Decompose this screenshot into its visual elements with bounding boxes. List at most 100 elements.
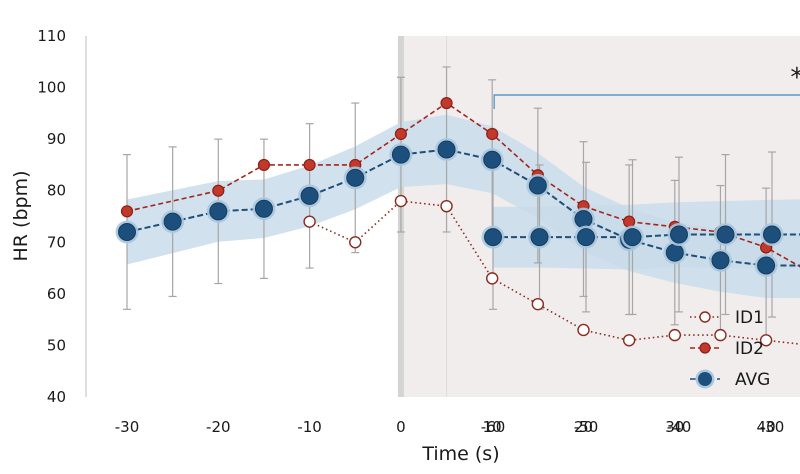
x-tick-label-right: -30 [760,418,785,436]
id1-point-8 [486,272,499,285]
legend-marker [699,342,711,354]
id2-point-8 [486,127,499,141]
avg-point-left-0 [115,220,139,244]
avg-point-left-7 [435,137,459,161]
avg-point-core [711,251,730,270]
id2-point-2 [212,184,225,197]
id1-point-5 [349,236,362,249]
avg-point-core [163,212,182,231]
avg-point-core [577,228,595,247]
x-tick-label-left: 10 [483,418,502,436]
avg-point-right-1 [528,225,551,249]
id2-point-0 [120,205,134,218]
avg-point-right-6 [760,223,784,247]
avg-point-core [209,202,228,221]
id1-point-7 [440,199,453,213]
y-tick-label: 40 [47,388,66,406]
series-line-id2 [126,102,800,268]
avg-point-core [623,228,642,247]
y-axis-title: HR (bpm) [10,171,32,262]
avg-point-core [391,145,410,164]
avg-point-left-12 [663,241,687,265]
legend-entry-id1: ID1 [690,308,764,328]
y-tick-label: 70 [47,233,66,251]
avg-point-left-13 [708,248,732,272]
avg-point-core [665,243,684,262]
legend-label: ID1 [735,308,764,328]
annotation-layer: ** [493,63,800,109]
avg-point-core [437,140,456,159]
avg-point-right-0 [481,225,505,249]
avg-point-core [530,228,549,247]
avg-point-core [757,256,776,275]
avg-point-core [716,225,735,244]
avg-point-core [254,199,273,218]
id1-point-13 [714,328,727,342]
id1-point-6 [394,194,408,208]
avg-point-left-8 [480,148,504,172]
legend-label: AVG [735,370,770,390]
avg-point-core [574,210,593,229]
x-tick-label-right: -40 [667,418,692,436]
avg-point-core [346,168,365,187]
legend-entry-id2: ID2 [690,339,764,359]
avg-point-left-1 [161,210,185,234]
axis-layer: 405060708090100110-30-20-100102030405060… [37,27,785,436]
y-tick-label: 60 [47,285,66,303]
id1-point-14 [759,334,773,347]
y-tick-label: 110 [37,27,66,45]
id2-point-4 [303,158,316,172]
x-axis-title: Time (s) [421,443,499,465]
avg-point-right-2 [574,225,598,249]
legend-marker [698,372,712,386]
id1-point-10 [577,323,590,337]
legend-marker [699,311,711,323]
avg-point-core [528,176,547,195]
avg-point-core [483,150,502,169]
y-tick-label: 50 [47,336,66,354]
id1-point-11 [622,334,636,347]
avg-point-left-6 [389,143,413,167]
avg-point-core [763,225,781,244]
x-tick-label-left: -20 [206,418,231,436]
id2-point-6 [394,127,407,141]
legend-entry-avg: AVG [690,369,770,390]
id1-point-9 [531,297,545,311]
avg-point-left-14 [754,253,778,277]
y-tick-label: 90 [47,130,66,148]
avg-point-right-5 [714,223,737,247]
avg-point-core [118,222,136,241]
x-tick-label-left: 0 [396,418,406,436]
x-tick-label-left: 30 [665,418,684,436]
avg-point-right-3 [621,225,644,249]
series-line-id1 [309,200,800,345]
significance-star-long: * [790,63,800,93]
x-tick-label-left: 40 [757,418,776,436]
avg-point-left-3 [252,197,276,221]
x-tick-label-left: 20 [574,418,593,436]
avg-point-core [670,225,688,244]
x-tick-label-right: -60 [481,418,506,436]
x-tick-label-right: -50 [574,418,599,436]
marker-layer [115,96,784,347]
id2-point-11 [623,215,636,228]
legend-label: ID2 [735,339,764,359]
avg-point-left-4 [298,184,322,208]
significance-bracket-long [493,94,800,109]
avg-point-core [300,186,319,205]
id1-point-12 [668,328,681,342]
legend: ID1 ID2 AVG [690,308,770,390]
y-tick-label: 80 [47,182,66,200]
x-tick-label-left: -10 [297,418,322,436]
avg-point-right-4 [667,223,691,247]
avg-point-left-2 [206,199,230,223]
x-tick-label-left: -30 [115,418,140,436]
id2-point-3 [257,158,271,172]
y-tick-label: 100 [37,79,66,97]
id2-point-7 [440,96,453,110]
avg-point-left-10 [572,207,595,231]
avg-point-left-5 [343,166,367,190]
avg-point-left-9 [526,174,550,198]
avg-point-core [484,228,502,247]
